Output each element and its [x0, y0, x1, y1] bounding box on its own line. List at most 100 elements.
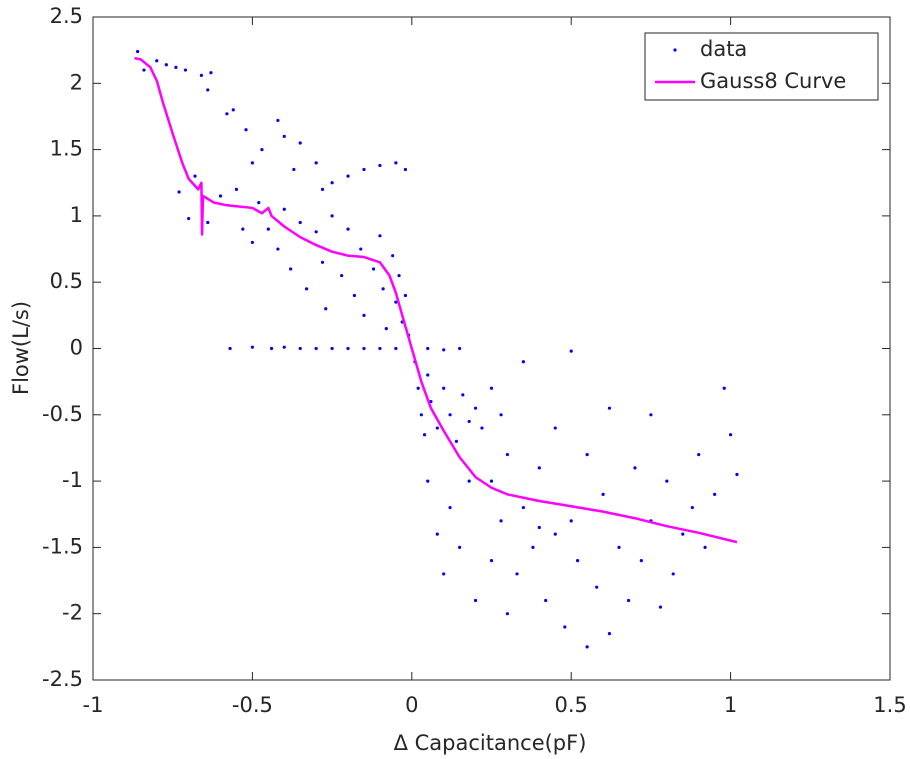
data-point [585, 645, 589, 649]
data-point [324, 307, 328, 311]
data-point [155, 59, 159, 63]
data-point [537, 466, 541, 470]
data-point [480, 426, 484, 430]
data-point [681, 532, 685, 536]
data-point [442, 572, 446, 576]
data-point [231, 108, 235, 112]
fit-curve [134, 56, 738, 544]
data-point [473, 598, 478, 603]
x-tick-label: 0 [405, 693, 418, 717]
data-point [174, 65, 178, 69]
data-point [371, 267, 376, 271]
data-point [426, 373, 430, 377]
legend-box [644, 32, 879, 101]
data-point [537, 525, 541, 530]
data-point [314, 346, 318, 351]
data-point [458, 545, 462, 550]
data-point [378, 346, 382, 351]
y-tick-label: -1.5 [42, 534, 83, 558]
data-point [607, 406, 612, 410]
data-point [553, 426, 557, 430]
data-point [585, 452, 589, 457]
x-axis-label: Δ Capacitance(pF) [394, 731, 587, 755]
data-point [164, 63, 168, 67]
data-point [330, 181, 334, 185]
data-point [206, 220, 210, 225]
data-point [435, 426, 439, 430]
data-point [250, 345, 254, 349]
y-tick-label: -2 [62, 601, 83, 625]
data-point [244, 128, 248, 132]
y-tick-label: 1.5 [50, 137, 83, 161]
y-tick-label: 1 [70, 203, 83, 227]
data-point [499, 413, 503, 417]
data-point [489, 386, 494, 390]
x-tick-label: 1 [724, 693, 737, 717]
data-point [531, 545, 535, 550]
data-point [241, 227, 245, 231]
data-point [394, 346, 398, 351]
legend-label: data [700, 37, 747, 61]
data-point [289, 267, 293, 271]
data-point [448, 506, 452, 510]
data-point [314, 230, 318, 234]
data-point [187, 216, 191, 221]
data-point [340, 273, 344, 278]
data-point [330, 346, 334, 351]
data-point [505, 612, 510, 616]
data-point [391, 254, 395, 258]
legend-label: Gauss8 Curve [700, 69, 846, 93]
data-point [569, 519, 573, 523]
data-point [292, 167, 296, 172]
data-point [601, 492, 605, 496]
legend: data Gauss8 Curve [644, 32, 879, 101]
data-point [575, 559, 580, 563]
data-point [320, 187, 325, 191]
data-point [250, 240, 254, 245]
data-point [633, 466, 637, 470]
data-point [394, 161, 398, 165]
data-point [282, 134, 286, 138]
data-point [515, 572, 519, 576]
data-point [136, 49, 140, 54]
y-tick-label: 0 [70, 336, 83, 360]
data-point [435, 532, 439, 536]
y-tick-label: -0.5 [42, 402, 83, 426]
y-tick-label: -1 [62, 468, 83, 492]
data-point [346, 346, 350, 351]
data-point [458, 346, 462, 351]
data-point [671, 572, 675, 576]
data-point [553, 532, 557, 536]
data-point [298, 346, 302, 351]
data-point [234, 187, 239, 191]
x-tick-label: 1.5 [873, 693, 906, 717]
data-point [467, 479, 471, 483]
data-point [595, 585, 599, 589]
data-point [183, 68, 188, 72]
data-point [298, 220, 302, 225]
data-point [499, 519, 503, 523]
data-point [209, 71, 213, 75]
data-point [362, 313, 366, 317]
data-point [735, 472, 739, 477]
data-point [142, 68, 146, 72]
data-point [419, 413, 423, 417]
data-point [352, 293, 357, 298]
data-point [426, 346, 430, 351]
data-point [298, 141, 302, 145]
x-tick-label: 0.5 [554, 693, 587, 717]
data-point [403, 293, 408, 298]
data-point [359, 247, 363, 251]
data-point [442, 386, 446, 390]
data-point [422, 433, 427, 437]
data-point [521, 506, 525, 510]
y-axis-label: Flow(L/s) [9, 301, 33, 395]
data-point [378, 234, 382, 238]
data-point [544, 598, 548, 603]
data-point [697, 452, 701, 457]
data-point [346, 227, 350, 231]
x-tick-label: -0.5 [232, 693, 273, 717]
data-point [607, 631, 612, 636]
data-point [416, 386, 420, 390]
